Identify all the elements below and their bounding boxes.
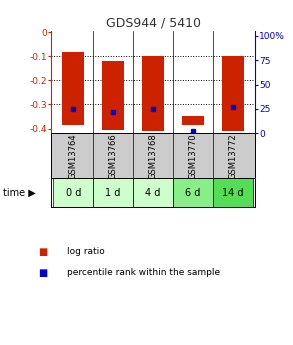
Bar <box>173 178 213 207</box>
Bar <box>182 117 204 125</box>
Text: 14 d: 14 d <box>222 188 244 198</box>
Text: 1 d: 1 d <box>105 188 121 198</box>
Title: GDS944 / 5410: GDS944 / 5410 <box>105 17 201 30</box>
Text: GSM13770: GSM13770 <box>188 133 197 179</box>
Text: 6 d: 6 d <box>185 188 201 198</box>
Text: GSM13772: GSM13772 <box>229 133 237 179</box>
Text: 0 d: 0 d <box>66 188 81 198</box>
Text: time ▶: time ▶ <box>3 188 36 198</box>
Bar <box>133 178 173 207</box>
Bar <box>93 178 133 207</box>
Text: 4 d: 4 d <box>145 188 161 198</box>
Text: GSM13766: GSM13766 <box>109 133 118 179</box>
Bar <box>62 51 84 125</box>
Bar <box>142 56 164 131</box>
Text: percentile rank within the sample: percentile rank within the sample <box>67 268 221 277</box>
Text: GSM13764: GSM13764 <box>69 133 78 179</box>
Bar <box>102 61 124 130</box>
Text: GSM13768: GSM13768 <box>149 133 158 179</box>
Text: ■: ■ <box>38 268 47 277</box>
Bar <box>53 178 93 207</box>
Text: log ratio: log ratio <box>67 247 105 256</box>
Bar <box>222 56 244 131</box>
Bar <box>213 178 253 207</box>
Text: ■: ■ <box>38 247 47 257</box>
